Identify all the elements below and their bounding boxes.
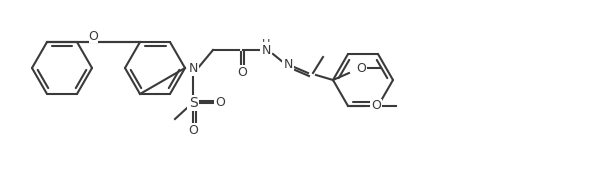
Text: O: O [356, 61, 366, 74]
Text: O: O [238, 65, 248, 78]
Text: O: O [89, 30, 99, 43]
Text: N: N [261, 43, 271, 56]
Text: H: H [262, 39, 270, 49]
Text: O: O [188, 124, 198, 137]
Text: N: N [188, 61, 198, 74]
Text: N: N [283, 58, 293, 71]
Text: O: O [215, 96, 225, 109]
Text: S: S [189, 96, 197, 110]
Text: O: O [371, 99, 381, 112]
